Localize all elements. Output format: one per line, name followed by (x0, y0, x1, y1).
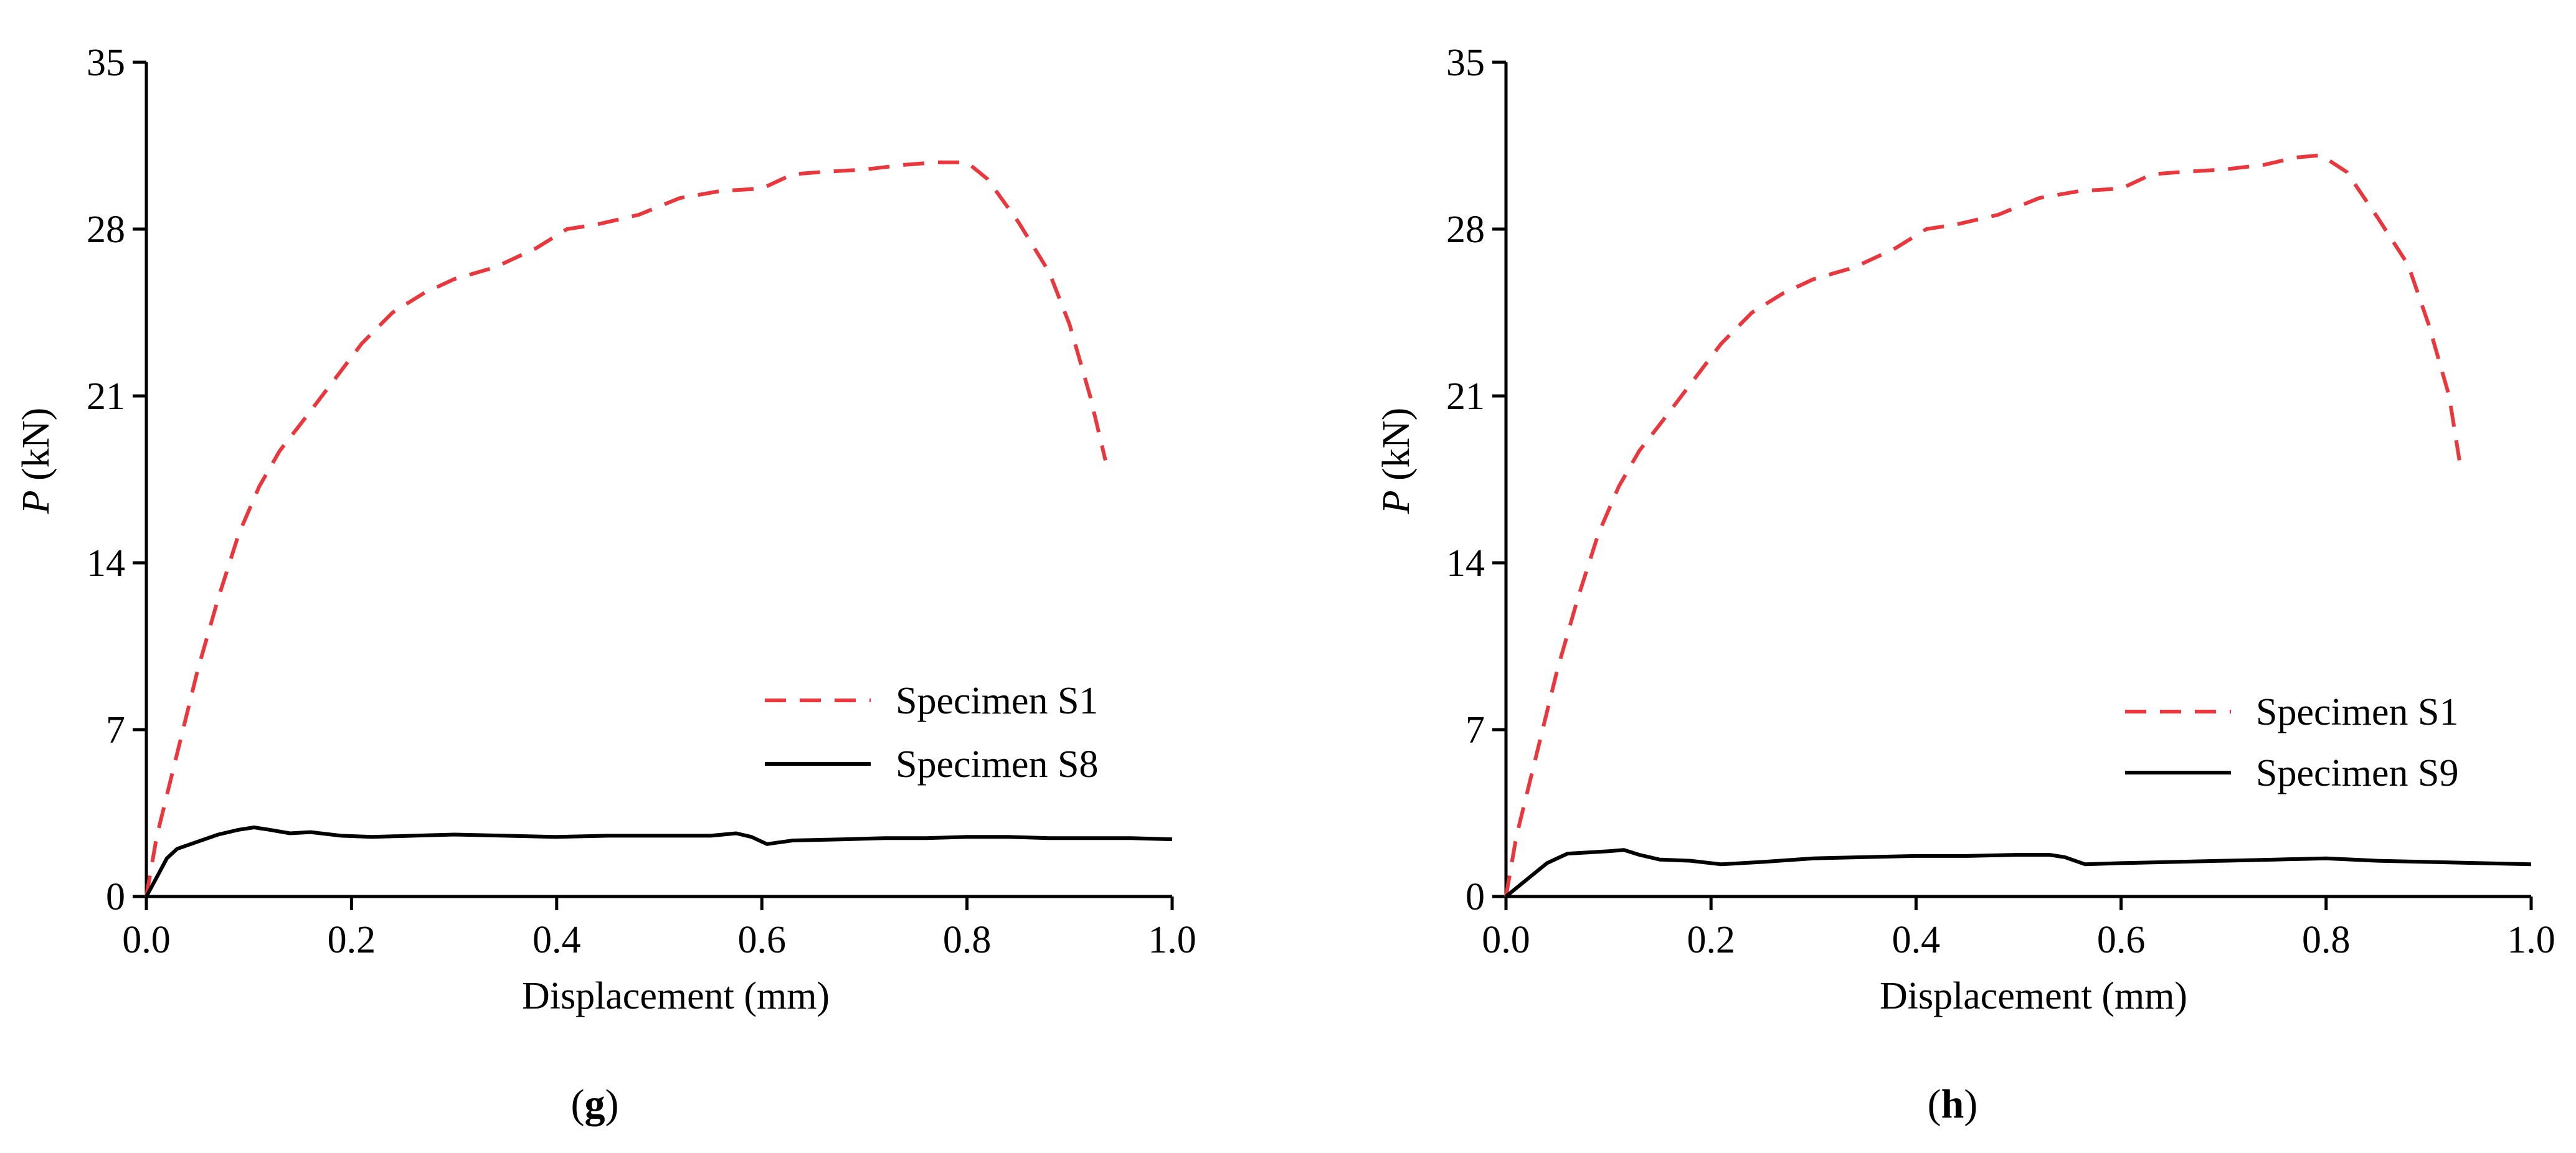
legend-label-s1: Specimen S1 (2256, 691, 2458, 733)
chart-panel-h: 0 7 14 21 28 35 0.0 0.2 0.4 0.6 0.8 1.0 P (kN) Disp… (1375, 42, 2555, 1127)
y-tick-label: 0 (106, 876, 125, 918)
y-axis-label: P (kN) (15, 408, 57, 514)
svg-text:P (kN): P (kN) (15, 408, 57, 514)
y-axis-label-variable: P (15, 490, 57, 514)
x-tick-label: 1.0 (1148, 919, 1196, 961)
x-tick-label: 0.4 (533, 919, 581, 961)
x-axis-label: Displacement (mm) (522, 975, 830, 1017)
y-tick-label: 14 (87, 542, 125, 585)
x-tick-label: 0.8 (2302, 919, 2351, 961)
x-axis-label: Displacement (mm) (1880, 975, 2187, 1017)
chart-panel-g: 0 7 14 21 28 35 0.0 0.2 0.4 0.6 0.8 1.0 P (kN) Disp… (15, 42, 1196, 1127)
panel-label-h: (h) (1928, 1081, 1978, 1127)
y-axis-label-unit: (kN) (1375, 408, 1418, 491)
legend: Specimen S1 Specimen S8 (765, 680, 1098, 786)
legend-label-s9: Specimen S9 (2256, 752, 2458, 794)
x-tick-label: 0.2 (1687, 919, 1735, 961)
x-tick-label: 0.2 (328, 919, 376, 961)
series-line-specimen-s1 (144, 160, 1107, 897)
series-line-specimen-s8 (144, 826, 1173, 898)
y-axis-label-unit: (kN) (15, 408, 57, 491)
y-tick-label: 35 (87, 42, 125, 84)
y-axis-label-variable: P (1375, 490, 1418, 514)
legend-label-s8: Specimen S8 (896, 743, 1098, 786)
svg-text:P (kN): P (kN) (1375, 408, 1418, 514)
y-tick-label: 35 (1446, 42, 1485, 84)
x-tick-label: 0.6 (2097, 919, 2146, 961)
y-tick-label: 28 (1446, 209, 1485, 251)
plot-area: 0 7 14 21 28 35 0.0 0.2 0.4 0.6 0.8 1.0 (1446, 42, 2555, 961)
y-tick-label: 0 (1466, 876, 1485, 918)
panel-label-g: (g) (571, 1081, 619, 1127)
x-tick-label: 1.0 (2507, 919, 2555, 961)
y-tick-label: 14 (1446, 542, 1485, 585)
legend-label-s1: Specimen S1 (896, 680, 1098, 722)
series-line-specimen-s1 (1504, 153, 2461, 897)
y-tick-label: 21 (1446, 375, 1485, 418)
x-tick-label: 0.0 (1482, 919, 1530, 961)
plot-area: 0 7 14 21 28 35 0.0 0.2 0.4 0.6 0.8 1.0 (87, 42, 1196, 961)
x-tick-label: 0.0 (122, 919, 171, 961)
x-tick-label: 0.6 (737, 919, 786, 961)
legend: Specimen S1 Specimen S9 (2125, 691, 2458, 794)
y-axis-label: P (kN) (1375, 408, 1418, 514)
y-tick-label: 7 (106, 709, 125, 751)
y-tick-label: 21 (87, 375, 125, 418)
y-tick-label: 7 (1466, 709, 1485, 751)
x-tick-label: 0.4 (1892, 919, 1941, 961)
y-tick-label: 28 (87, 209, 125, 251)
x-tick-label: 0.8 (943, 919, 992, 961)
series-line-specimen-s9 (1505, 848, 2532, 898)
